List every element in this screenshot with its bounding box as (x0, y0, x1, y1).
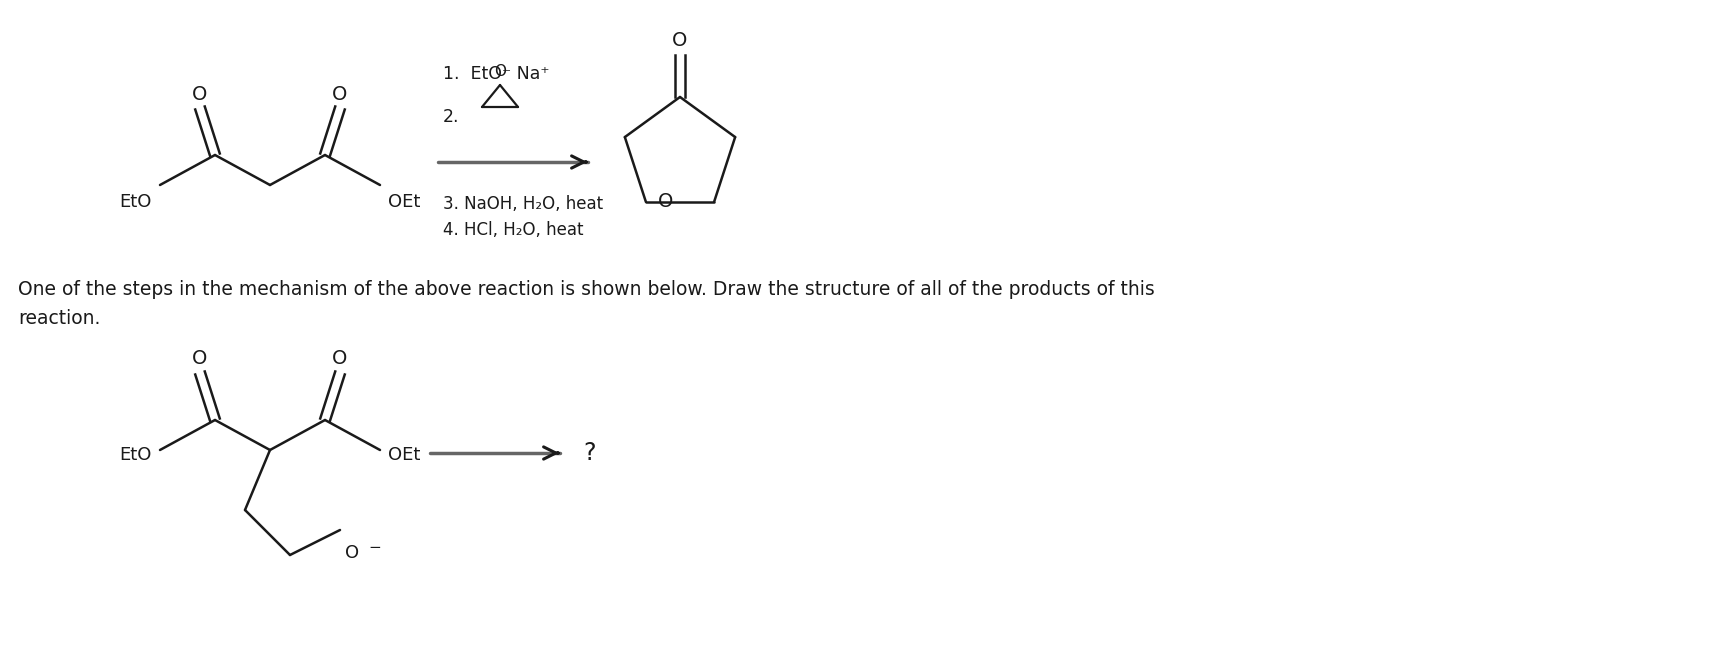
Text: ?: ? (584, 441, 596, 465)
Text: −: − (367, 540, 381, 555)
Text: 2.: 2. (443, 108, 460, 126)
Text: O: O (193, 349, 207, 368)
Text: O: O (658, 192, 674, 212)
Text: 4. HCl, H₂O, heat: 4. HCl, H₂O, heat (443, 221, 582, 239)
Text: EtO: EtO (119, 446, 152, 464)
Text: O: O (333, 349, 348, 368)
Text: 1.  EtO⁻ Na⁺: 1. EtO⁻ Na⁺ (443, 65, 550, 83)
Text: O: O (193, 85, 207, 103)
Text: O: O (345, 544, 358, 562)
Text: 3. NaOH, H₂O, heat: 3. NaOH, H₂O, heat (443, 195, 603, 213)
Text: O: O (672, 32, 687, 50)
Text: OEt: OEt (388, 193, 420, 211)
Text: OEt: OEt (388, 446, 420, 464)
Text: O: O (495, 63, 507, 79)
Text: EtO: EtO (119, 193, 152, 211)
Text: One of the steps in the mechanism of the above reaction is shown below. Draw the: One of the steps in the mechanism of the… (17, 280, 1154, 328)
Text: O: O (333, 85, 348, 103)
